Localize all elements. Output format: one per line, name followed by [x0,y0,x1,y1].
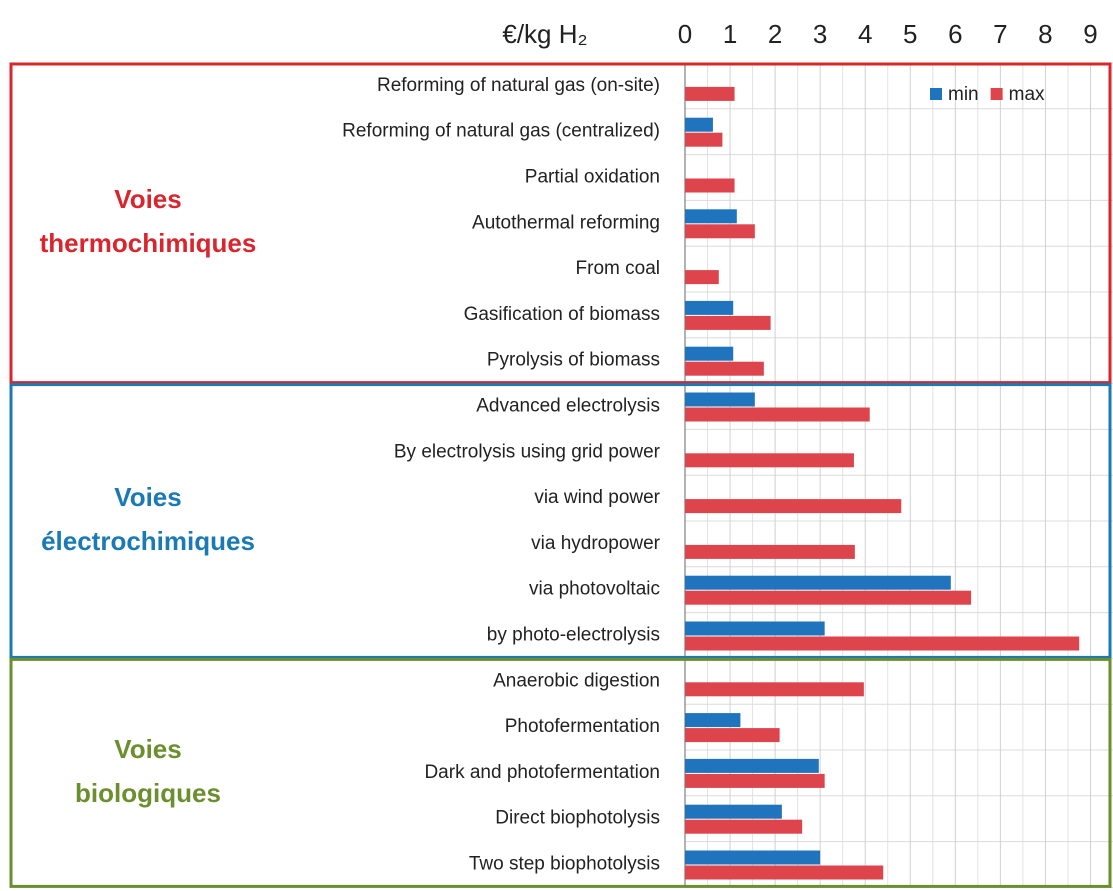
bar [685,407,870,422]
bar [685,850,821,865]
category-label: via photovoltaic [529,579,660,600]
category-label: Advanced electrolysis [476,396,660,417]
category-label: via wind power [534,487,660,508]
x-tick-label: 9 [1083,19,1097,49]
x-tick-label: 2 [768,19,782,49]
x-tick-label: 7 [993,19,1007,49]
category-label: Autothermal reforming [472,212,660,233]
bar [685,682,864,697]
bar [685,499,902,514]
bar [685,178,735,193]
x-tick-label: 1 [723,19,737,49]
category-label: by photo-electrolysis [487,625,660,646]
x-tick-label: 3 [813,19,827,49]
bar [685,346,734,361]
bar [685,713,741,728]
legend-swatch [990,88,1003,100]
category-label: Pyrolysis of biomass [487,350,660,371]
x-tick-label: 6 [948,19,962,49]
group-label: électrochimiques [41,526,255,556]
category-label: Reforming of natural gas (centralized) [342,121,660,142]
group-label: biologiques [75,778,221,808]
group-box [9,62,1112,385]
category-label: From coal [576,258,660,279]
bar [685,621,825,636]
x-tick-label: 4 [858,19,872,49]
x-tick-label: 5 [903,19,917,49]
group-box [9,657,1112,888]
category-label: Anaerobic digestion [493,670,660,691]
group-box [9,383,1112,659]
category-label: Dark and photofermentation [424,762,660,783]
bar [685,300,734,315]
group-label: thermochimiques [40,228,257,258]
legend-label: max [1009,84,1045,105]
category-label: By electrolysis using grid power [394,441,661,462]
bar [685,758,819,773]
bar [685,590,972,605]
bar [685,636,1080,651]
bar [685,270,719,285]
bar [685,575,951,590]
group-label: Voies [114,184,181,214]
legend-swatch [930,88,942,100]
bar [685,865,884,880]
category-label: Two step biophotolysis [469,854,660,875]
bar [685,361,764,376]
category-label: Reforming of natural gas (on-site) [377,75,660,96]
bar [685,773,825,788]
category-label: Partial oxidation [525,167,660,188]
bar [685,544,855,559]
bar [685,117,713,132]
x-tick-label: 0 [678,19,692,49]
category-label: Gasification of biomass [464,304,660,325]
category-label: Photofermentation [505,716,660,737]
bar [685,804,782,819]
bar [685,728,780,743]
legend-label: min [948,84,979,105]
bar [685,819,803,834]
bar [685,224,755,239]
bar [685,453,854,468]
bar [685,392,755,407]
category-label: via hydropower [531,533,661,554]
category-label: Direct biophotolysis [495,808,660,829]
bar [685,315,771,330]
group-label: Voies [114,734,181,764]
bar [685,86,735,101]
bar [685,132,723,147]
group-label: Voies [114,482,181,512]
x-tick-label: 8 [1038,19,1052,49]
bar [685,209,737,224]
x-axis-label: €/kg H₂ [502,19,587,49]
